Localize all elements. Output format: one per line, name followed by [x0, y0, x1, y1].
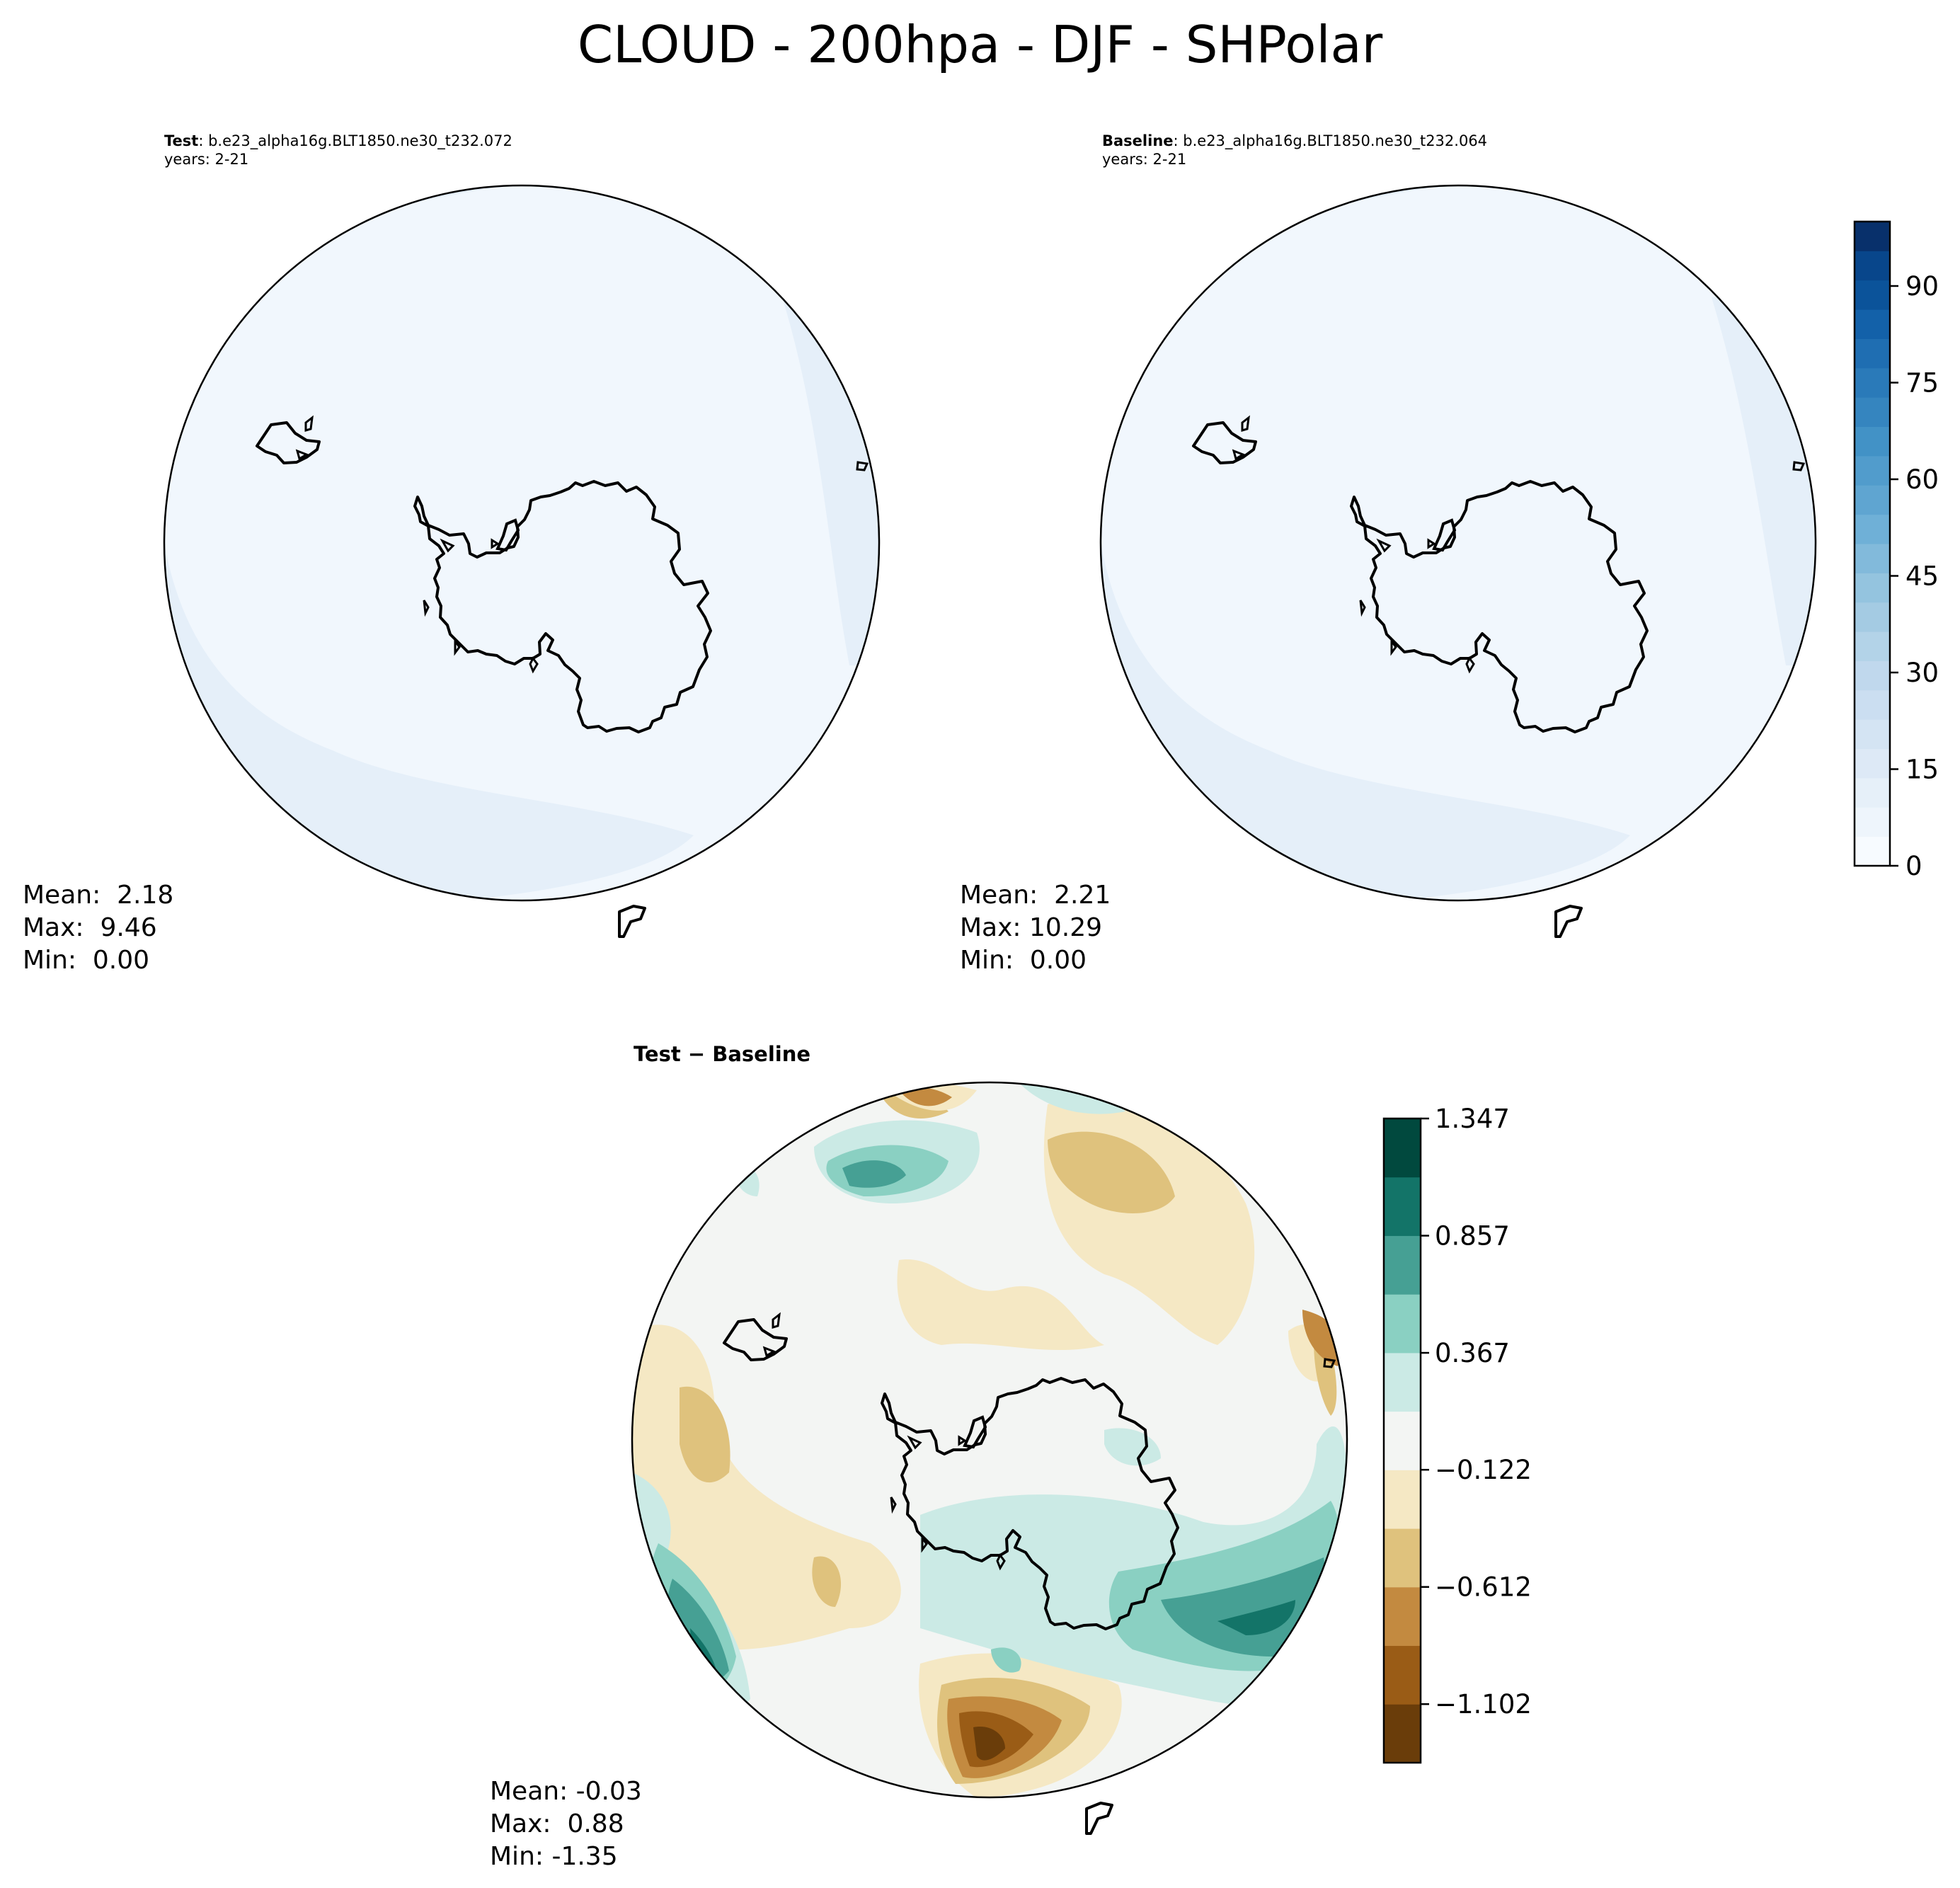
- baseline-stats: Mean: 2.21 Max: 10.29 Min: 0.00: [960, 879, 1111, 977]
- figure-title: CLOUD - 200hpa - DJF - SHPolar: [577, 15, 1383, 74]
- colorbar-segment: [1855, 222, 1890, 251]
- colorbar-segment: [1384, 1704, 1421, 1763]
- colorbar-segment: [1855, 455, 1890, 486]
- colorbar-segment: [1384, 1119, 1421, 1178]
- colorbar-segment: [1855, 426, 1890, 457]
- test-mean: Mean: 2.18: [23, 881, 174, 910]
- difference-min: Min: -1.35: [490, 1842, 618, 1871]
- baseline-label-case: : b.e23_alpha16g.BLT1850.ne30_t232.064: [1173, 132, 1488, 149]
- colorbar-segment: [1855, 690, 1890, 720]
- difference-mean: Mean: -0.03: [490, 1777, 642, 1806]
- colorbar-segment: [1855, 280, 1890, 310]
- baseline-mean: Mean: 2.21: [960, 881, 1111, 910]
- colorbar-segment: [1855, 660, 1890, 691]
- colorbar-segment: [1384, 1528, 1421, 1588]
- colorbar-segment: [1855, 485, 1890, 515]
- colorbar-tick-label: 0.857: [1435, 1221, 1510, 1252]
- test-label-bold: Test: [164, 132, 199, 149]
- colorbar-segment: [1384, 1177, 1421, 1236]
- colorbar-tick-label: 60: [1905, 464, 1939, 495]
- colorbar-segment: [1855, 367, 1890, 398]
- colorbar-segment: [1855, 514, 1890, 544]
- colorbar-tick-label: 45: [1905, 561, 1939, 592]
- colorbar-segment: [1384, 1352, 1421, 1412]
- colorbar-segment: [1855, 397, 1890, 428]
- colorbar-segment: [1855, 807, 1890, 837]
- colorbar-segment: [1855, 631, 1890, 661]
- colorbar-segment: [1855, 777, 1890, 808]
- test-years: years: 2-21: [164, 151, 249, 168]
- test-map: [163, 184, 881, 938]
- colorbar-tick-label: 75: [1905, 368, 1939, 399]
- colorbar-tick-label: 0: [1905, 851, 1922, 881]
- colorbar-segment: [1855, 719, 1890, 750]
- colorbar-tick-label: −1.102: [1435, 1689, 1532, 1720]
- colorbar-tick-label: 15: [1905, 755, 1939, 785]
- test-min: Min: 0.00: [23, 946, 150, 975]
- baseline-min: Min: 0.00: [960, 946, 1087, 975]
- colorbar-segment: [1855, 544, 1890, 573]
- colorbar-segment: [1855, 748, 1890, 779]
- colorbar-tick-label: 30: [1905, 658, 1939, 688]
- baseline-years: years: 2-21: [1102, 151, 1187, 168]
- test-case-label: Test: b.e23_alpha16g.BLT1850.ne30_t232.0…: [164, 132, 512, 168]
- difference-title: Test − Baseline: [634, 1042, 811, 1066]
- colorbar-segment: [1855, 338, 1890, 369]
- test-label-case: : b.e23_alpha16g.BLT1850.ne30_t232.072: [198, 132, 512, 149]
- colorbar-segment: [1384, 1235, 1421, 1295]
- baseline-map: [1099, 184, 1817, 938]
- colorbar-segment: [1384, 1586, 1421, 1647]
- colorbar-segment: [1855, 836, 1890, 866]
- colorbar-segment: [1384, 1294, 1421, 1354]
- colorbar-tick-label: 0.367: [1435, 1338, 1510, 1368]
- colorbar-segment: [1855, 573, 1890, 603]
- colorbar-segment: [1384, 1411, 1421, 1470]
- difference-max: Max: 0.88: [490, 1809, 624, 1838]
- colorbar-tick-label: −0.612: [1435, 1572, 1532, 1603]
- colorbar-segment: [1384, 1470, 1421, 1529]
- difference-map: [631, 1081, 1348, 1835]
- colorbar-segment: [1855, 602, 1890, 632]
- baseline-max: Max: 10.29: [960, 913, 1103, 942]
- difference-colorbar: 1.347 0.857 0.367 −0.122 −0.612 −1.102: [1382, 1104, 1532, 1764]
- cloud-colorbar: 0 15 30 45 60 75 90: [1853, 220, 1939, 881]
- colorbar-tick-label: 1.347: [1435, 1104, 1510, 1134]
- test-max: Max: 9.46: [23, 913, 157, 942]
- difference-stats: Mean: -0.03 Max: 0.88 Min: -1.35: [490, 1775, 642, 1873]
- colorbar-segment: [1855, 309, 1890, 339]
- colorbar-tick-label: −0.122: [1435, 1455, 1532, 1485]
- colorbar-segment: [1855, 251, 1890, 281]
- colorbar-tick-label: 90: [1905, 271, 1939, 302]
- baseline-label-bold: Baseline: [1102, 132, 1174, 149]
- test-stats: Mean: 2.18 Max: 9.46 Min: 0.00: [23, 879, 173, 977]
- baseline-case-label: Baseline: b.e23_alpha16g.BLT1850.ne30_t2…: [1102, 132, 1487, 168]
- colorbar-segment: [1384, 1645, 1421, 1705]
